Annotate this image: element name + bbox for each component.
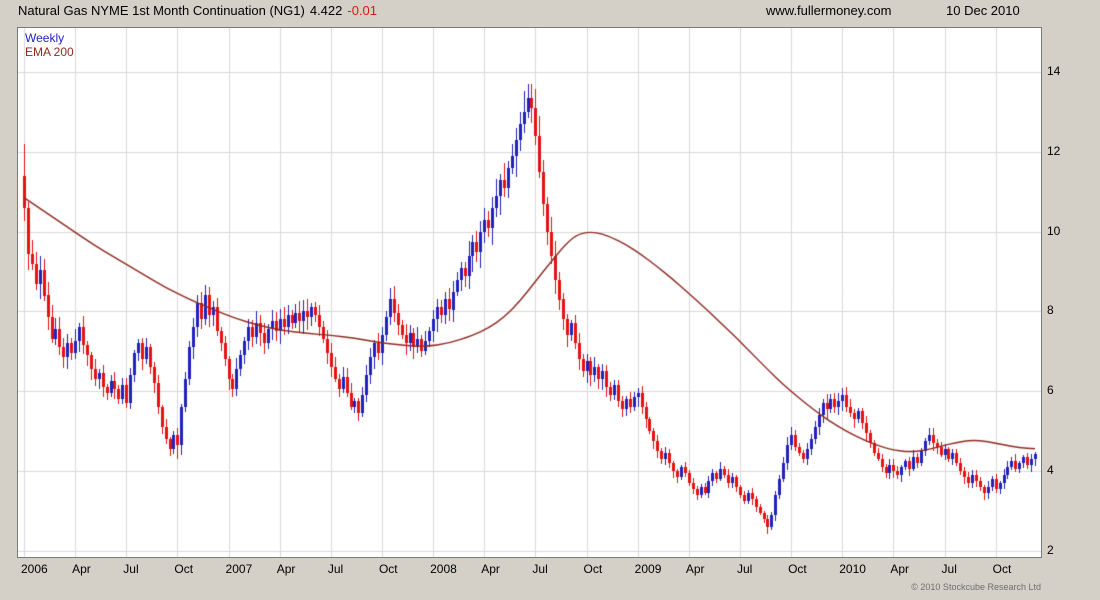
date-label: 10 Dec 2010: [946, 3, 1020, 18]
x-axis-tick-label: Apr: [72, 562, 91, 576]
price-chart-canvas: [17, 27, 1042, 558]
y-axis-tick-label: 4: [1047, 463, 1054, 478]
x-axis-tick-label: Apr: [276, 562, 296, 576]
chart-header: Natural Gas NYME 1st Month Continuation …: [18, 3, 382, 18]
x-axis-tick-label: Jul: [532, 562, 548, 576]
price-change: -0.01: [347, 3, 378, 18]
x-axis-tick-label: Oct: [992, 562, 1012, 576]
legend-ema-label: EMA 200: [25, 45, 74, 59]
x-axis-tick-label: Apr: [890, 562, 910, 576]
x-axis-tick-label: Jul: [736, 562, 753, 576]
x-axis-tick-label: Jul: [123, 562, 139, 576]
y-axis-tick-label: 14: [1047, 63, 1061, 78]
y-axis-tick-label: 10: [1047, 223, 1061, 238]
x-axis-tick-label: Oct: [378, 562, 398, 576]
last-price-value: 4.422: [309, 3, 343, 18]
legend-weekly-label: Weekly: [25, 31, 65, 45]
x-axis-tick-label: Jul: [941, 562, 957, 576]
chart-title: Natural Gas NYME 1st Month Continuation …: [18, 3, 305, 18]
y-axis-tick-label: 2: [1047, 543, 1054, 557]
x-axis-tick-label: Oct: [788, 562, 807, 576]
x-axis-tick-label: Oct: [174, 562, 194, 576]
x-axis-tick-label: 2006: [21, 562, 48, 576]
x-axis-tick-label: Oct: [583, 562, 603, 576]
y-axis-tick-label: 8: [1047, 303, 1054, 318]
x-axis-tick-label: 2010: [839, 562, 866, 576]
x-axis-tick-label: Apr: [685, 562, 705, 576]
x-axis-tick-label: 2009: [634, 562, 662, 576]
website-label: www.fullermoney.com: [766, 3, 892, 18]
x-axis-tick-label: 2008: [430, 562, 457, 576]
x-axis-tick-label: Apr: [481, 562, 500, 576]
y-axis-tick-label: 6: [1047, 383, 1054, 398]
y-axis-tick-label: 12: [1047, 143, 1061, 158]
copyright-label: © 2010 Stockcube Research Ltd: [911, 582, 1041, 592]
x-axis-tick-label: 2007: [225, 562, 253, 576]
x-axis-tick-label: Jul: [327, 562, 344, 576]
